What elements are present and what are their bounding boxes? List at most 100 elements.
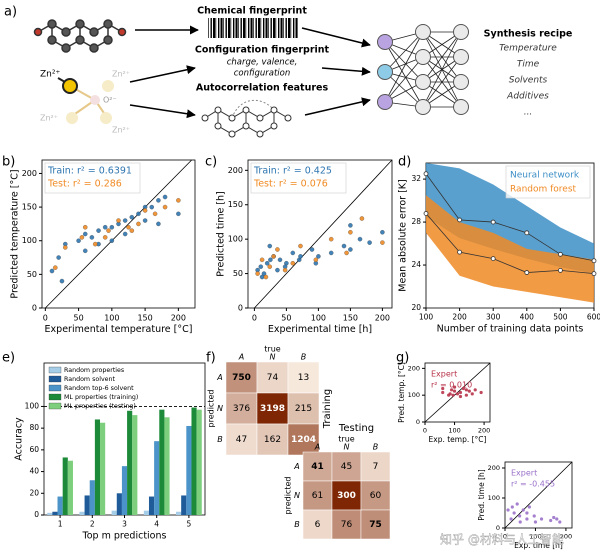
- legend-label: Random top-6 solvent: [64, 385, 134, 392]
- point: [56, 255, 61, 260]
- bar: [121, 466, 128, 515]
- y-axis-label: Mean absolute error [K]: [398, 179, 409, 291]
- point: [458, 390, 463, 395]
- network-edge: [384, 31, 424, 103]
- arrow: [304, 97, 371, 116]
- point: [518, 514, 522, 518]
- point: [328, 236, 334, 242]
- network-node: [415, 49, 431, 65]
- y-tick-label: 28: [411, 217, 421, 226]
- x-tick-label: 50: [281, 314, 291, 323]
- y-tick-label: 40: [29, 467, 39, 476]
- x-tick-label: 3: [122, 520, 127, 529]
- point: [380, 230, 385, 235]
- panel-label: e): [2, 351, 15, 366]
- point: [452, 389, 457, 393]
- point: [298, 243, 303, 249]
- arrow: [129, 65, 196, 83]
- arrow: [129, 104, 196, 119]
- point: [359, 216, 365, 221]
- network-node: [415, 99, 431, 115]
- point: [63, 245, 68, 250]
- heat-cell: [287, 361, 320, 394]
- cell-value: 376: [233, 404, 250, 414]
- point: [259, 257, 265, 263]
- y-tick-label: 0: [32, 304, 37, 313]
- y-tick-label: 150: [22, 203, 37, 212]
- column-label: A: [238, 353, 244, 362]
- x-tick-label: 5: [187, 520, 192, 529]
- ion-label: O²⁻: [103, 96, 117, 105]
- point: [102, 235, 108, 240]
- cell-value: 1204: [291, 435, 316, 445]
- point: [309, 247, 315, 252]
- heat-cell: [360, 509, 391, 540]
- y-tick-label: 0: [34, 510, 39, 519]
- point: [348, 230, 353, 235]
- x-tick-label: 500: [553, 313, 568, 322]
- bar: [47, 512, 53, 515]
- row-label: N: [217, 404, 223, 413]
- point: [290, 250, 296, 256]
- point: [533, 520, 538, 524]
- point: [261, 271, 267, 276]
- barcode-bar: [260, 18, 262, 38]
- legend-swatch: [48, 366, 62, 374]
- bar: [116, 493, 122, 515]
- plot-frame: [504, 461, 573, 529]
- line-marker: [524, 230, 530, 236]
- legend-label: Neural network: [510, 171, 580, 181]
- heat-cell: [360, 451, 391, 482]
- barcode-bar: [290, 18, 292, 38]
- annotation: r² = 0.010: [431, 381, 472, 390]
- neural-network: [377, 24, 469, 115]
- point: [156, 221, 161, 227]
- y-tick-label: 100: [22, 236, 37, 245]
- column-label: A: [314, 443, 320, 452]
- x-axis-label: Number of training data points: [437, 324, 584, 335]
- plot-frame: [425, 162, 595, 309]
- x-tick-label: 200: [171, 314, 186, 323]
- network-node: [377, 64, 393, 80]
- column-label: B: [301, 353, 307, 362]
- y-tick-label: 80: [29, 423, 39, 432]
- barcode-bar: [220, 18, 223, 38]
- point: [448, 392, 452, 396]
- barcode-bar: [240, 18, 242, 38]
- watermark: 知乎 @材料与人工智能: [440, 532, 564, 547]
- x-tick-label: 1: [58, 520, 63, 529]
- barcode-bar: [215, 18, 217, 38]
- y-axis-label: Pred. temp. [°C]: [397, 362, 406, 423]
- input-label: Chemical fingerprint: [197, 6, 307, 17]
- point: [298, 254, 303, 259]
- point: [473, 388, 477, 392]
- x-tick-label: 100: [419, 313, 434, 322]
- legend-label: Random properties: [64, 367, 124, 374]
- heat-cell: [225, 423, 258, 456]
- point: [109, 238, 115, 243]
- point: [510, 505, 514, 509]
- x-tick-label: 100: [104, 314, 119, 323]
- point: [267, 264, 273, 269]
- x-tick-label: 0: [43, 314, 48, 323]
- point: [549, 518, 553, 523]
- point: [290, 261, 296, 266]
- y-axis-label: predicted: [284, 477, 293, 515]
- barcode-bar: [295, 18, 298, 38]
- cell-value: 61: [312, 491, 323, 501]
- line-marker: [490, 256, 496, 261]
- y-axis-label: predicted: [207, 390, 216, 428]
- point: [176, 198, 181, 203]
- panel-label: b): [2, 155, 15, 170]
- cell-value: 215: [295, 404, 312, 414]
- point: [76, 238, 81, 243]
- line-marker: [558, 251, 563, 257]
- barcode-bar: [268, 18, 269, 38]
- cell-value: 75: [369, 520, 382, 530]
- x-tick-label: 100: [448, 427, 460, 435]
- point: [518, 520, 522, 524]
- point: [282, 267, 288, 273]
- point: [258, 264, 264, 269]
- ion-label: Zn²⁺: [112, 70, 130, 79]
